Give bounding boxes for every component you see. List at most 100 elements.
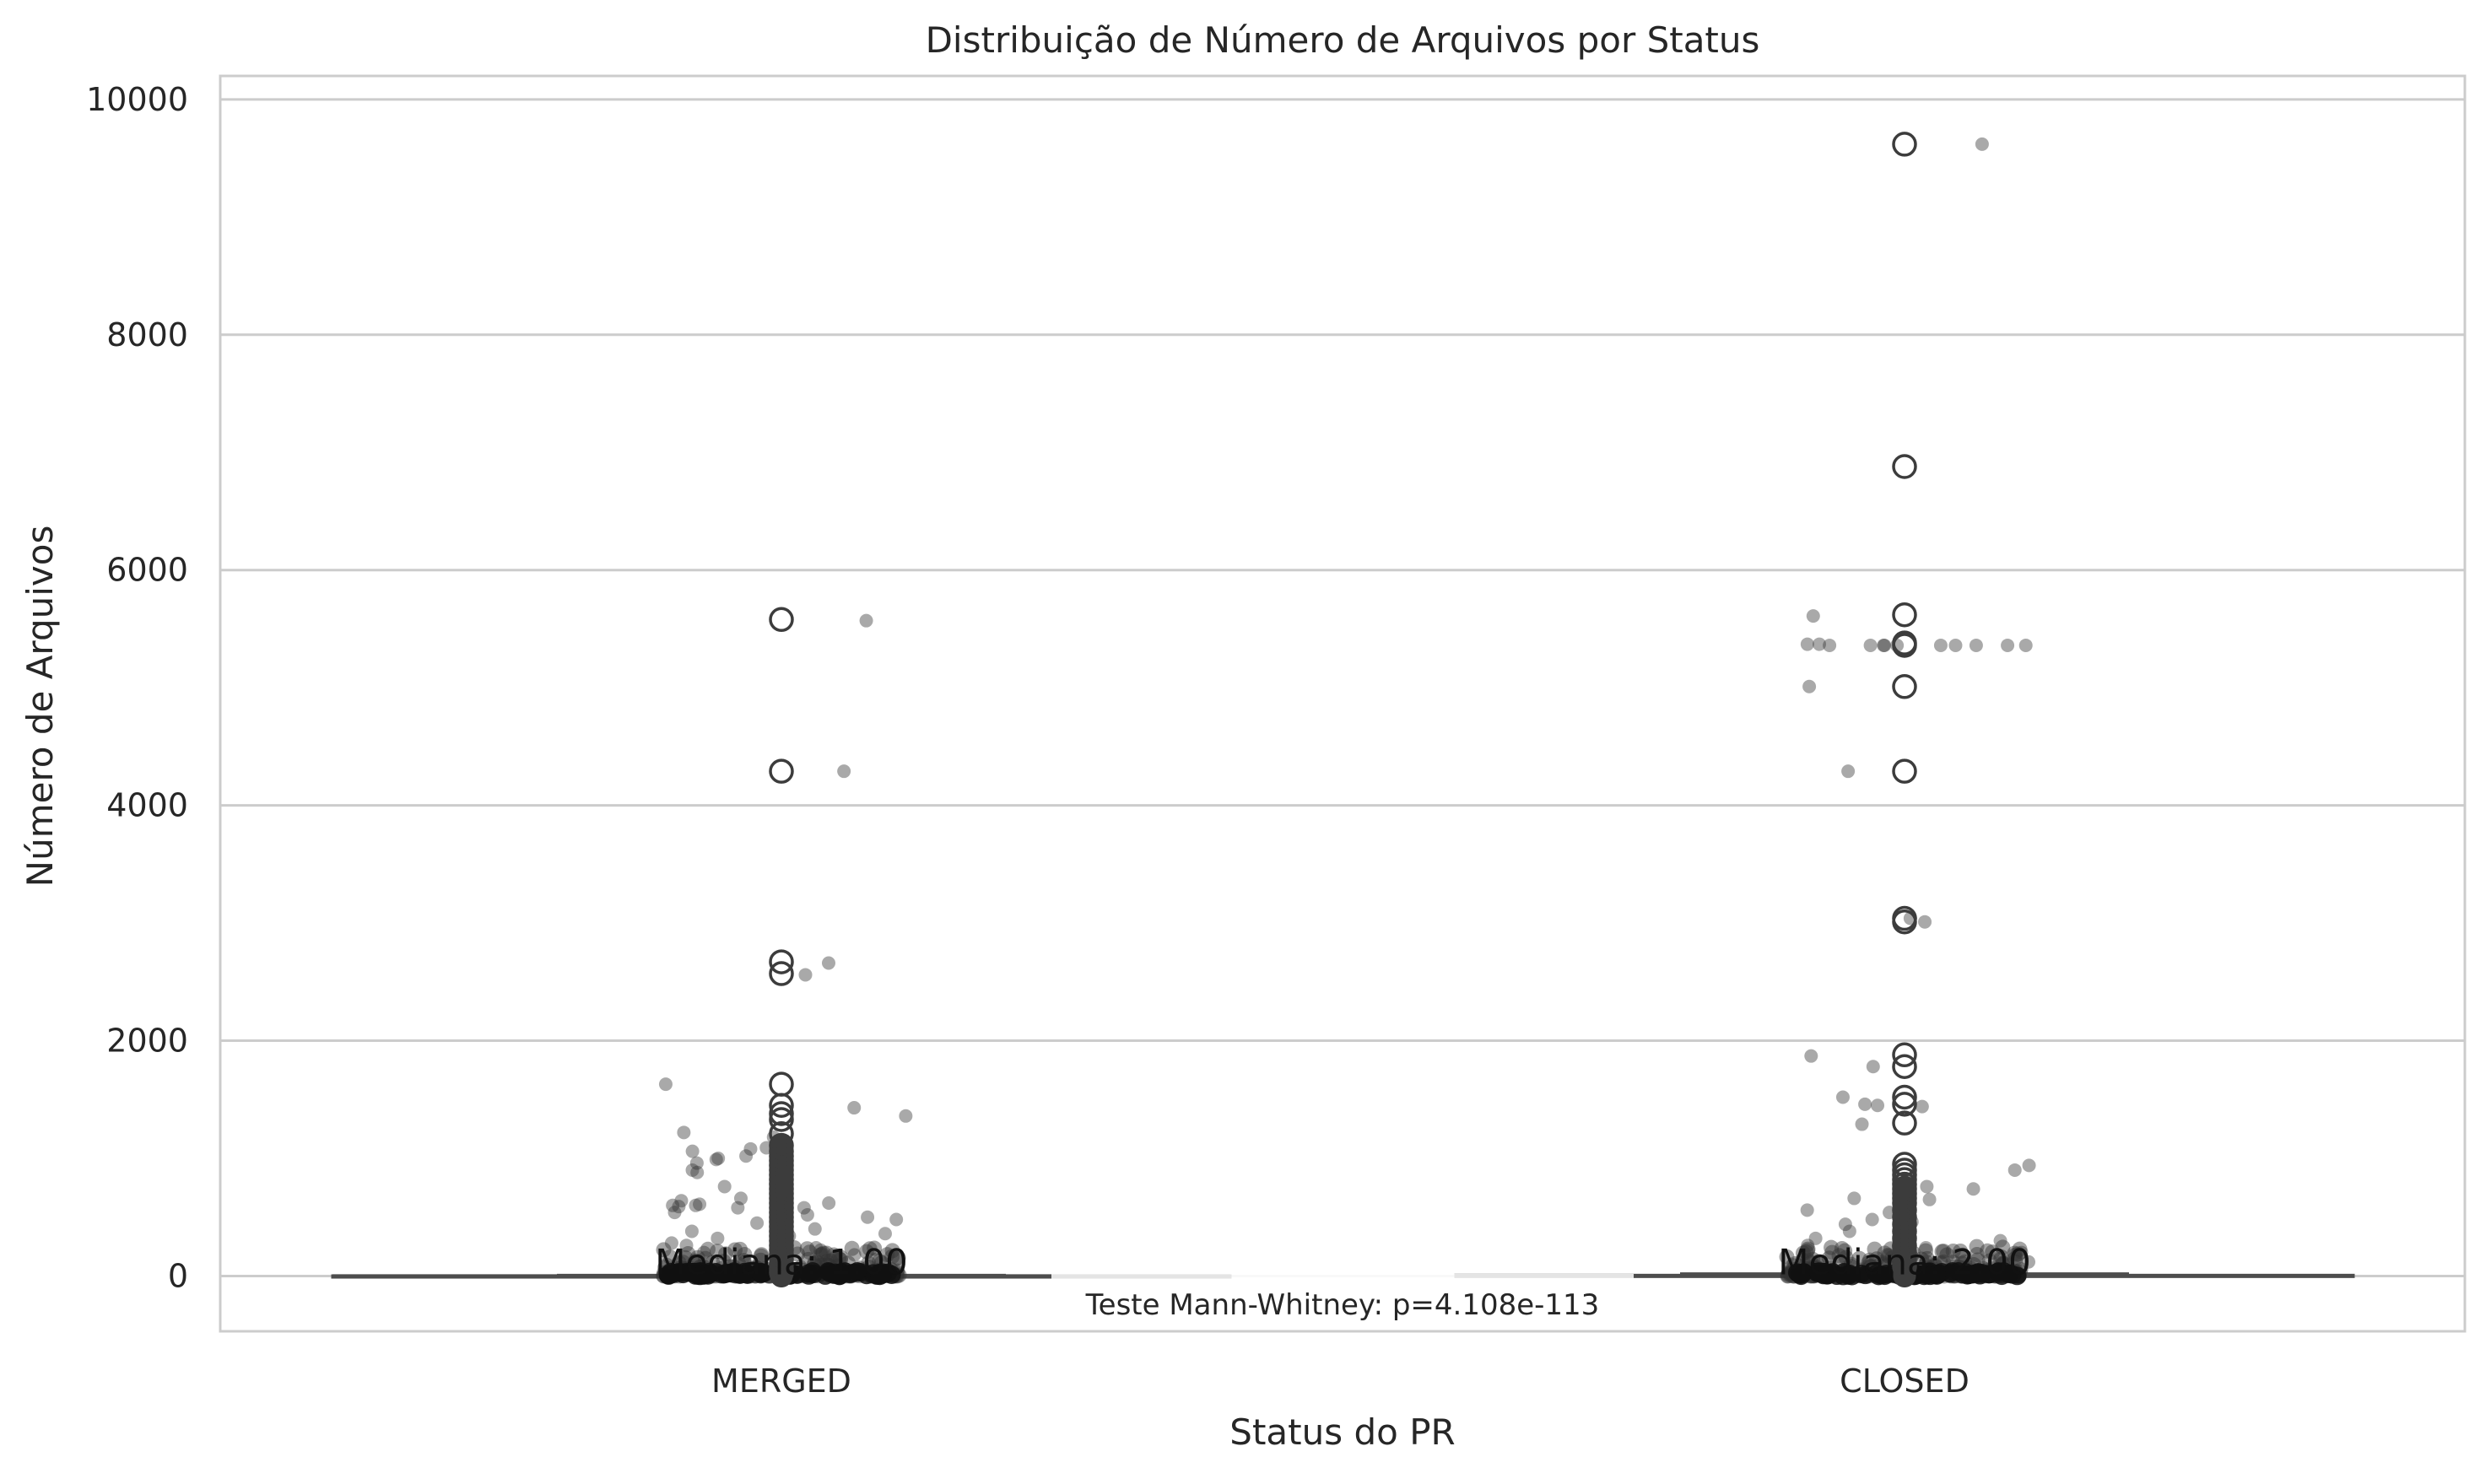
strip-point bbox=[689, 1198, 703, 1212]
strip-point bbox=[1838, 1217, 1852, 1232]
strip-point bbox=[1837, 1243, 1853, 1259]
strip-point bbox=[1969, 1238, 1985, 1255]
strip-point bbox=[1966, 1182, 1980, 1196]
strip-point bbox=[861, 1210, 875, 1224]
outlier-point bbox=[1892, 1152, 1917, 1177]
strip-point bbox=[1939, 1247, 1955, 1263]
strip-point bbox=[1847, 1191, 1861, 1206]
strip-point bbox=[844, 1240, 860, 1256]
outlier-point bbox=[1892, 132, 1917, 157]
strip-point bbox=[690, 1165, 705, 1179]
strip-point bbox=[677, 1125, 691, 1140]
strip-point bbox=[2001, 638, 2015, 652]
strip-point bbox=[1922, 1192, 1937, 1206]
strip-point bbox=[1800, 1243, 1816, 1259]
outlier-point bbox=[1892, 602, 1917, 628]
strip-point bbox=[700, 1241, 716, 1257]
outlier-point bbox=[1892, 1110, 1917, 1136]
x-axis-title: Status do PR bbox=[1229, 1411, 1455, 1453]
y-tick-label: 0 bbox=[168, 1257, 188, 1294]
strip-point bbox=[867, 1240, 883, 1256]
strip-point bbox=[693, 1197, 707, 1211]
median-label: Mediana: 1.00 bbox=[655, 1241, 908, 1282]
strip-point bbox=[2014, 1245, 2029, 1260]
strip-point bbox=[733, 1191, 748, 1206]
strip-point bbox=[808, 1222, 822, 1236]
strip-point bbox=[1877, 638, 1891, 652]
strip-point bbox=[831, 1251, 847, 1267]
strip-point bbox=[1865, 1212, 1879, 1227]
strip-point bbox=[743, 1141, 758, 1156]
strip-point bbox=[884, 1243, 900, 1259]
strip-point bbox=[1802, 679, 1817, 693]
strip-point bbox=[2007, 1245, 2023, 1261]
outliers bbox=[769, 132, 1917, 1287]
strip-point bbox=[684, 1224, 699, 1238]
strip-point bbox=[656, 1242, 672, 1258]
strip-point bbox=[847, 1262, 867, 1282]
strip-point bbox=[847, 1248, 862, 1262]
strip-point bbox=[666, 1198, 680, 1212]
strip-point bbox=[1863, 638, 1878, 652]
strip-point bbox=[1877, 1245, 1893, 1261]
median-label: Mediana: 2.00 bbox=[1778, 1241, 2031, 1282]
strip-point bbox=[1800, 637, 1814, 651]
strip-point bbox=[888, 1250, 904, 1266]
outlier-point bbox=[1892, 758, 1917, 784]
strip-point bbox=[1919, 1240, 1933, 1255]
outlier-point bbox=[769, 1107, 794, 1132]
outlier-point bbox=[769, 1093, 794, 1118]
strip-point bbox=[1945, 1243, 1961, 1259]
strip-point bbox=[1915, 1099, 1929, 1114]
strip-point bbox=[1948, 638, 1963, 652]
strip-point bbox=[727, 1242, 743, 1258]
strip-point bbox=[1808, 1231, 1823, 1245]
strip-point bbox=[718, 1246, 734, 1262]
strip-point bbox=[800, 1207, 814, 1222]
strip-point bbox=[826, 1247, 842, 1263]
stat-annotation: Teste Mann-Whitney: p=4.108e-113 bbox=[1051, 1274, 1634, 1335]
annotation-box bbox=[1051, 1274, 1634, 1335]
strip-point bbox=[751, 1264, 770, 1283]
strip-point bbox=[739, 1149, 754, 1163]
strip-point bbox=[1813, 637, 1827, 651]
strip-point bbox=[870, 1266, 889, 1286]
strip-point bbox=[1993, 1233, 2007, 1248]
strip-point bbox=[1936, 1244, 1952, 1260]
strip-point bbox=[1834, 1241, 1850, 1257]
strip-point bbox=[798, 968, 813, 982]
strip-point bbox=[1841, 764, 1856, 779]
strip-point bbox=[1866, 1060, 1880, 1074]
strip-point bbox=[1800, 1203, 1814, 1217]
strip-point bbox=[680, 1246, 696, 1262]
outlier-point bbox=[1893, 1175, 1916, 1199]
strip-point bbox=[2007, 1163, 2022, 1177]
strip-point bbox=[819, 1245, 835, 1261]
strip-point bbox=[2022, 1158, 2036, 1173]
strip-point bbox=[674, 1194, 689, 1208]
strip-point bbox=[890, 1249, 906, 1265]
strip-point bbox=[1823, 638, 1837, 652]
strip-point bbox=[1880, 1247, 1896, 1263]
strip-point bbox=[1875, 1266, 1894, 1286]
outlier-point bbox=[1892, 1092, 1917, 1117]
strip-point bbox=[1918, 1243, 1934, 1259]
strip-point bbox=[837, 764, 851, 779]
strip-point bbox=[1798, 1244, 1814, 1260]
outlier-point bbox=[1892, 674, 1917, 699]
plot-frame bbox=[219, 74, 2467, 1333]
strip-point bbox=[697, 1245, 711, 1260]
strip-point bbox=[2010, 1246, 2026, 1262]
strip-point bbox=[664, 1236, 678, 1250]
strip-point bbox=[1842, 1224, 1856, 1238]
strip-point bbox=[809, 1240, 824, 1255]
annotation-text: Teste Mann-Whitney: p=4.108e-113 bbox=[1085, 1288, 1600, 1322]
strip-point bbox=[799, 1264, 819, 1283]
strip-point bbox=[1855, 1117, 1869, 1131]
strip-point bbox=[1975, 137, 1989, 151]
y-tick-label: 8000 bbox=[106, 316, 188, 353]
strip-point bbox=[753, 1248, 769, 1264]
strip-point bbox=[797, 1201, 811, 1215]
strip-point bbox=[847, 1101, 862, 1115]
